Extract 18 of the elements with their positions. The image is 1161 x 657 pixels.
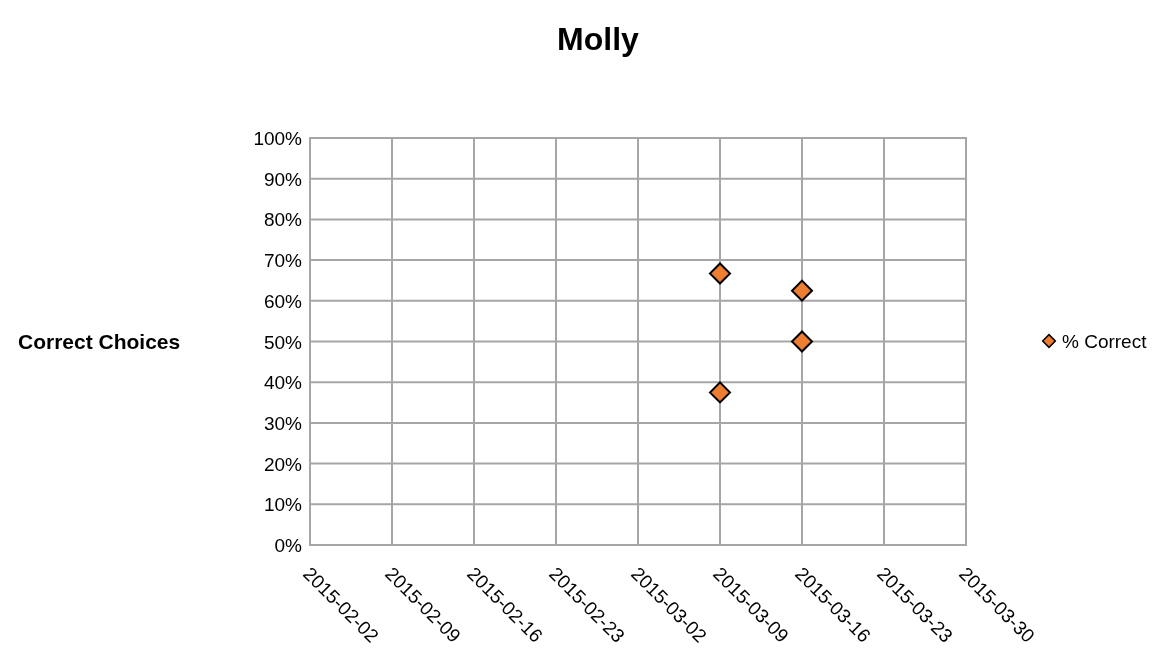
point (709, 262, 731, 285)
y-tick-label: 0% (274, 535, 303, 556)
y-tick-label: 40% (263, 372, 303, 394)
y-tick-label: 20% (263, 453, 303, 475)
y-tick-label: 90% (263, 168, 303, 190)
legend-label: % Correct (1062, 331, 1148, 352)
point (791, 279, 813, 302)
point (791, 330, 813, 353)
y-tick-label: 50% (263, 331, 303, 353)
y-tick-label: 60% (263, 290, 303, 312)
y-tick-label: 80% (263, 209, 303, 231)
y-tick-label: 100% (253, 128, 303, 149)
y-tick-label: 70% (263, 250, 303, 272)
chart-title: Molly (557, 21, 640, 57)
point (709, 381, 731, 404)
y-tick-label: 10% (263, 494, 303, 516)
y-axis-title: Correct Choices (18, 330, 181, 353)
y-tick-label: 30% (263, 412, 303, 434)
